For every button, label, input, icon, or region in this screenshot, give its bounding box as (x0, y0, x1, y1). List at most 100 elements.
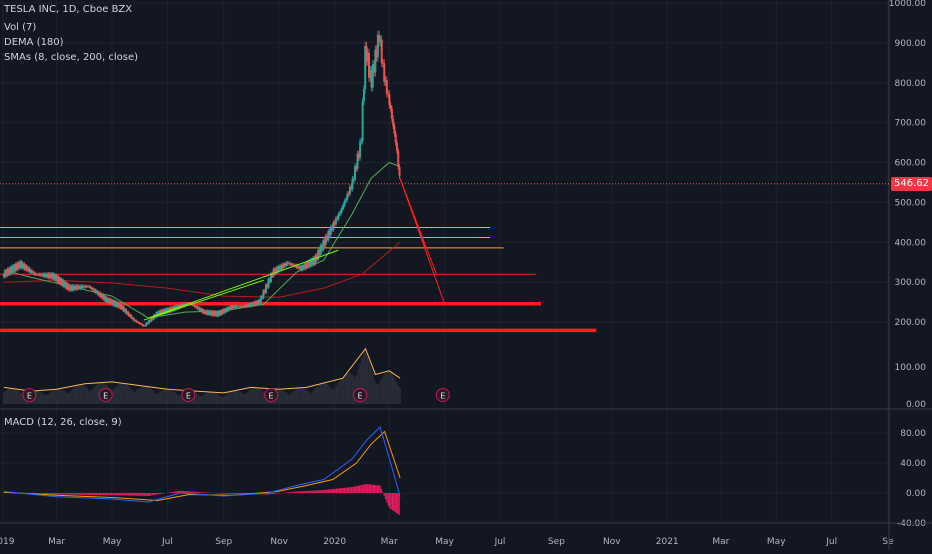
candle-body (240, 306, 243, 308)
candle-body (167, 308, 170, 313)
candle-body (23, 263, 26, 270)
candle-body (206, 310, 209, 315)
candle-body (286, 262, 289, 264)
candle-body (306, 261, 309, 268)
candle-body (38, 274, 41, 276)
candle-body (230, 305, 233, 310)
candle-body (149, 320, 152, 322)
legend-dema: DEMA (180) (4, 37, 64, 48)
candle-body (341, 207, 344, 210)
candle-body (235, 306, 238, 308)
candle-body (236, 306, 239, 308)
x-tick-label: 2020 (323, 537, 346, 547)
candle-body (284, 263, 287, 266)
candle-body (24, 265, 27, 270)
candle-body (144, 325, 147, 327)
candle-body (242, 305, 245, 307)
symbol-title: TESLA INC, 1D, Cboe BZX (4, 4, 133, 15)
candle-body (245, 305, 248, 307)
candle-body (289, 262, 292, 265)
candle-body (361, 101, 364, 142)
candle-body (327, 231, 330, 241)
candle-body (247, 304, 250, 307)
candle-body (102, 294, 105, 300)
earnings-marker-label: E (27, 392, 32, 401)
earnings-marker-label: E (358, 392, 363, 401)
candle-body (267, 278, 270, 288)
candle-body (365, 45, 368, 62)
candle-body (202, 310, 205, 313)
candle-body (352, 178, 355, 180)
candle-body (320, 245, 323, 251)
candle-body (228, 306, 231, 311)
x-tick-label: Se (882, 537, 894, 547)
candle-body (280, 264, 283, 270)
candle-body (97, 291, 100, 296)
candle-body (10, 267, 13, 273)
macd-axis-label: -40.00 (897, 519, 926, 529)
candle-body (44, 273, 47, 278)
candle-body (256, 301, 259, 305)
candle-body (295, 265, 298, 268)
x-tick-label: Nov (603, 537, 621, 547)
price-axis-label: 700.00 (895, 119, 927, 129)
candle-body (313, 257, 316, 264)
candle-body (351, 178, 354, 189)
macd-axis-label: 0.00 (906, 489, 926, 499)
candle-body (262, 290, 265, 299)
candle-body (337, 213, 340, 220)
candle-body (48, 273, 51, 278)
candle-body (374, 49, 377, 73)
candle-body (234, 305, 237, 308)
x-tick-label: Jul (161, 537, 173, 547)
price-axis-label: 500.00 (895, 198, 927, 208)
candle-body (161, 309, 164, 314)
candle-body (76, 285, 79, 290)
candle-body (221, 310, 224, 314)
candle-body (29, 270, 32, 272)
candle-body (122, 306, 125, 312)
candle-body (379, 39, 382, 43)
candle-body (146, 322, 149, 324)
candle-body (43, 273, 46, 277)
candle-body (105, 297, 108, 302)
candle-body (145, 322, 148, 326)
last-price-badge: 546.62 (891, 177, 932, 191)
candle-body (107, 297, 110, 304)
candle-body (150, 317, 153, 322)
candle-body (389, 104, 392, 109)
candle-body (39, 274, 42, 276)
candle-body (290, 264, 293, 266)
candle-body (263, 290, 266, 293)
candle-body (164, 309, 167, 314)
candle-body (333, 222, 336, 225)
legend-smas: SMAs (8, close, 200, close) (4, 52, 139, 63)
candle-body (219, 311, 222, 315)
candle-body (276, 267, 279, 272)
earnings-marker (22, 388, 37, 402)
candle-body (194, 306, 197, 308)
candle-body (16, 262, 19, 270)
candle-body (158, 310, 161, 316)
candle-body (47, 273, 50, 278)
candle-body (317, 249, 320, 260)
volume-axis-label: 100.00 (895, 363, 927, 373)
candle-body (34, 274, 37, 276)
candle-body (114, 301, 117, 307)
candle-body (318, 249, 321, 255)
x-tick-label: Nov (270, 537, 288, 547)
candle-body (254, 301, 257, 306)
candle-body (32, 272, 35, 274)
x-tick-label: May (103, 537, 122, 547)
candle-body (100, 294, 103, 298)
x-tick-label: May (435, 537, 454, 547)
candle-body (319, 245, 322, 255)
candle-body (51, 273, 54, 279)
candle-body (310, 259, 313, 266)
candle-body (37, 274, 40, 276)
candle-body (56, 276, 59, 282)
legend-vol: Vol (7) (4, 22, 37, 33)
legend-macd: MACD (12, 26, close, 9) (4, 417, 122, 428)
candle-body (299, 266, 302, 269)
